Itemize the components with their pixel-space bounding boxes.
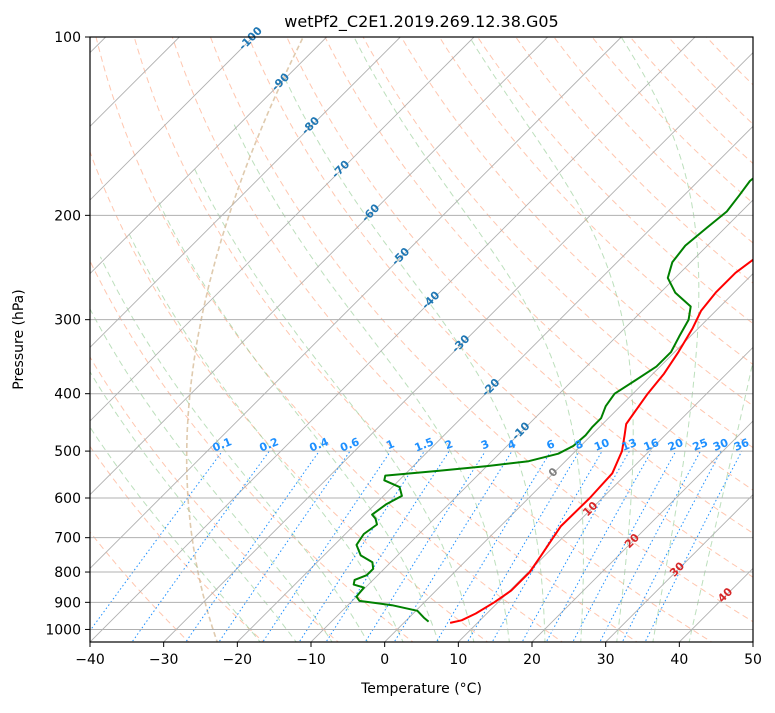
mixing-ratio-label: 8 xyxy=(573,437,585,452)
y-tick-label: 200 xyxy=(54,208,81,224)
mixing-ratio-label: 10 xyxy=(592,436,611,454)
mixing-ratio-line xyxy=(621,450,722,642)
mixing-ratio-line xyxy=(599,450,701,642)
profile-line xyxy=(449,258,753,624)
x-axis: −40 −30 −20 −10 0 10 20 30 40 50 xyxy=(75,642,762,668)
x-tick-label: 0 xyxy=(380,652,389,668)
mixing-ratio-line xyxy=(131,450,270,642)
y-tick-label: 800 xyxy=(54,565,81,581)
y-tick-label: 600 xyxy=(54,491,81,507)
background-lines xyxy=(90,37,753,642)
isotherm-line xyxy=(531,420,753,642)
y-tick-label: 500 xyxy=(54,444,81,460)
mixing-ratio-line xyxy=(218,450,351,642)
moist-adiabat xyxy=(90,370,297,642)
y-tick-label: 100 xyxy=(54,30,81,46)
mixing-ratio-label: 30 xyxy=(711,436,730,454)
moist-adiabat xyxy=(128,233,404,642)
isotherm-line xyxy=(90,37,548,496)
mixing-ratio-line xyxy=(262,450,392,642)
mixing-ratio-label: 36 xyxy=(732,436,751,454)
chart-title: wetPf2_C2E1.2019.269.12.38.G05 xyxy=(284,12,558,32)
mixing-ratio-line xyxy=(298,450,425,642)
mixing-ratio-line xyxy=(393,450,513,642)
isotherm-line xyxy=(90,37,622,569)
dry-adiabat xyxy=(90,150,489,642)
mixing-ratio-line xyxy=(325,450,450,642)
x-tick-label: 40 xyxy=(670,652,688,668)
y-tick-label: 1000 xyxy=(45,622,81,638)
isotherm-line xyxy=(237,125,753,642)
profile-lines xyxy=(352,177,753,624)
isotherm-line xyxy=(458,346,753,642)
mixing-ratio-label: 16 xyxy=(642,436,661,454)
mixing-ratio-label: 2 xyxy=(443,437,455,452)
mixing-ratio-line xyxy=(364,450,486,642)
mixing-ratio-label: 1 xyxy=(384,437,396,452)
isotherm-line xyxy=(384,273,753,642)
x-tick-label: −30 xyxy=(149,652,179,668)
moist-adiabat xyxy=(281,72,546,642)
mixing-ratio-label: 25 xyxy=(691,436,710,454)
moist-adiabat xyxy=(90,426,261,642)
x-tick-label: 30 xyxy=(597,652,615,668)
isotherm-line xyxy=(90,37,254,201)
mixing-ratio-label: 20 xyxy=(666,436,685,454)
dry-adiabat xyxy=(90,259,414,642)
y-tick-label: 700 xyxy=(54,531,81,547)
x-tick-label: 10 xyxy=(449,652,467,668)
mixing-ratio-line xyxy=(466,450,580,642)
y-tick-label: 900 xyxy=(54,595,81,611)
mixing-ratio-label: 3 xyxy=(479,437,491,452)
y-axis-label: Pressure (hPa) xyxy=(11,289,27,389)
moist-adiabat xyxy=(192,165,475,642)
moist-adiabat xyxy=(158,201,440,642)
x-tick-label: 50 xyxy=(744,652,762,668)
isotherm-line xyxy=(310,199,753,642)
isotherm-line xyxy=(90,37,475,422)
profile-line xyxy=(352,177,753,623)
moist-adiabat xyxy=(90,308,333,642)
mixing-ratio-line xyxy=(185,450,320,642)
moist-adiabat xyxy=(99,256,369,642)
y-tick-label: 300 xyxy=(54,313,81,329)
isotherm-line xyxy=(90,37,327,275)
x-tick-label: −40 xyxy=(75,652,105,668)
y-tick-label: 400 xyxy=(54,387,81,403)
isotherm-line xyxy=(605,494,753,642)
x-tick-label: 20 xyxy=(523,652,541,668)
isotherm-line xyxy=(90,37,696,642)
mixing-ratio-line xyxy=(90,450,223,632)
x-tick-label: −20 xyxy=(223,652,253,668)
plot-frame xyxy=(89,36,754,643)
mixing-ratio-line xyxy=(572,450,677,642)
x-axis-label: Temperature (°C) xyxy=(360,681,482,697)
x-tick-label: −10 xyxy=(296,652,326,668)
y-axis: 1000 900 800 700 600 500 400 300 200 100 xyxy=(45,30,90,638)
isotherm-line xyxy=(163,52,753,642)
mixing-ratio-label: 13 xyxy=(620,436,639,454)
isotherm-line xyxy=(90,37,401,348)
